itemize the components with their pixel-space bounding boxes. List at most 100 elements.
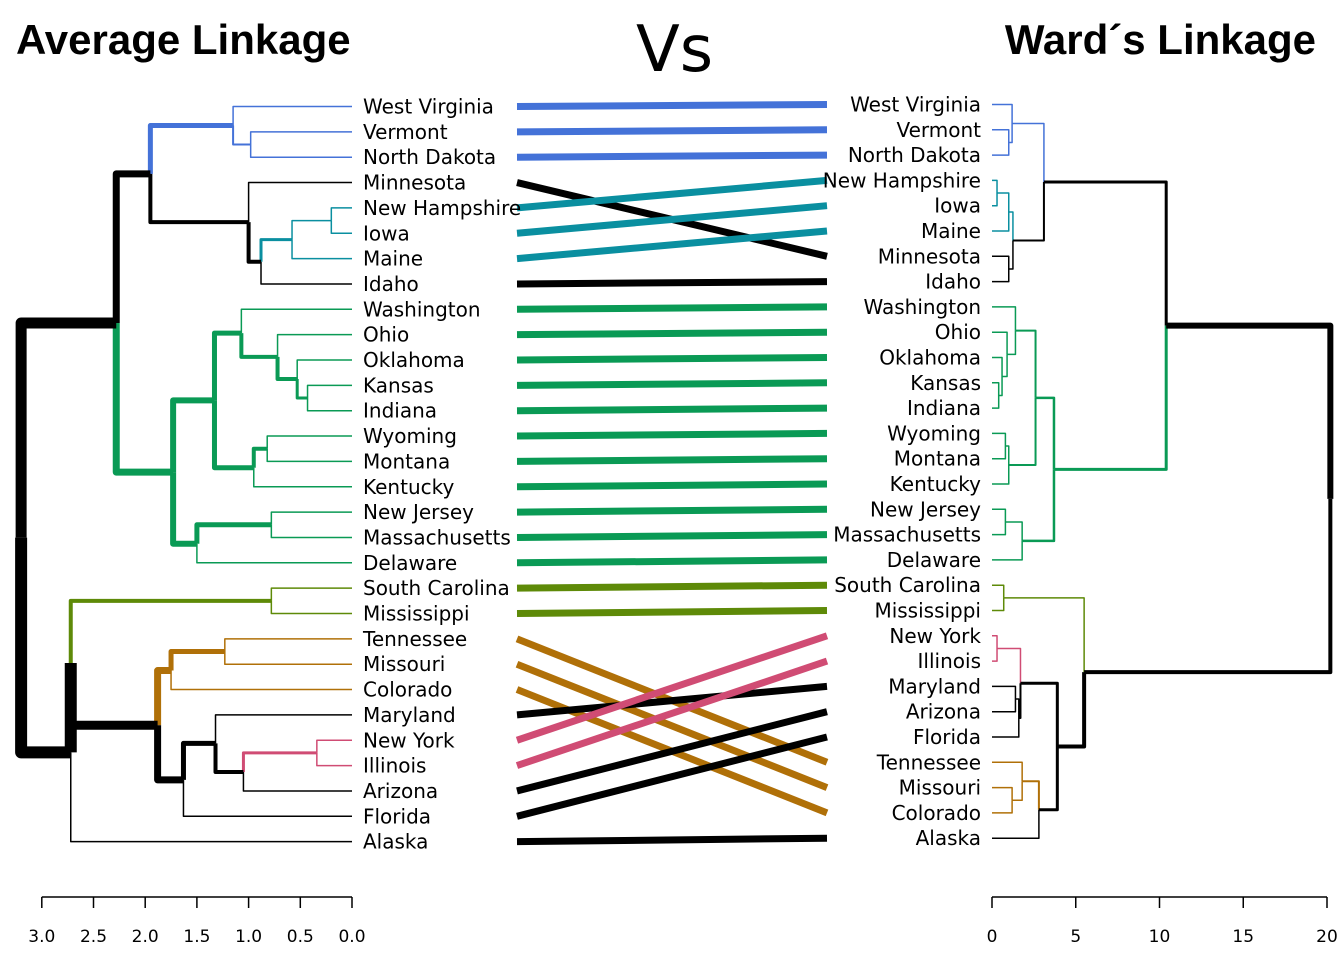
right-tree-branch-2 (992, 103, 1013, 124)
right-dendrogram (992, 103, 1334, 839)
connector-25 (515, 632, 829, 744)
connector-24 (516, 682, 828, 719)
connector-7 (516, 278, 828, 288)
right-tree-branch-47 (992, 800, 1013, 814)
right-tree-branch-33 (1022, 469, 1056, 543)
left-label-27: Arizona (363, 779, 438, 803)
right-tree-branch-6 (997, 192, 1010, 213)
center-title: Vs (636, 13, 713, 87)
right-tree-branch-0 (992, 129, 1010, 143)
right-tree-branch-51 (992, 809, 1040, 839)
left-tree-branch-42 (316, 739, 352, 753)
right-label-16: New Jersey (870, 497, 981, 521)
left-tree-branch-33 (170, 472, 197, 547)
right-tree-branch-24 (1005, 445, 1010, 466)
left-tick-label-0: 3.0 (28, 927, 55, 947)
right-label-6: Minnesota (878, 244, 981, 268)
right-tree-branch-15 (992, 395, 1000, 409)
connector-17 (516, 531, 828, 541)
right-tree-branch-36 (992, 584, 1005, 598)
left-tree-branch-22 (266, 435, 352, 449)
right-tree-branch-32 (1035, 396, 1056, 470)
right-label-12: Indiana (907, 396, 981, 420)
left-tree-branch-9 (260, 261, 352, 285)
connector-20 (516, 607, 828, 617)
left-tree-branch-1 (249, 144, 352, 158)
left-label-26: Illinois (363, 754, 426, 778)
right-label-25: Florida (913, 725, 981, 749)
right-label-23: Maryland (888, 674, 981, 698)
left-label-3: Minnesota (363, 171, 466, 195)
left-tree-branch-39 (224, 651, 352, 665)
right-tick-label-2: 10 (1149, 927, 1171, 947)
right-tree-branch-8 (992, 255, 1010, 269)
left-label-14: Montana (363, 449, 450, 473)
connector-0 (516, 101, 828, 110)
right-tree-branch-9 (992, 268, 1010, 283)
connector-26 (515, 657, 829, 769)
right-tree-branch-56 (1166, 322, 1334, 499)
left-axis: 3.0 2.5 2.0 1.5 1.0 0.5 0.0 (28, 896, 366, 947)
right-label-9: Ohio (935, 320, 981, 344)
right-tree-branch-43 (992, 718, 1020, 738)
right-tree-branch-54 (1003, 597, 1085, 673)
right-label-15: Kentucky (890, 472, 981, 496)
left-tree-branch-46 (214, 714, 352, 744)
left-tree-branch-40 (168, 649, 225, 671)
left-tree-branch-0 (249, 131, 352, 145)
connector-19 (516, 581, 828, 592)
left-label-5: Iowa (363, 221, 410, 245)
right-tree-branch-38 (992, 635, 998, 649)
left-tree-branch-52 (68, 598, 272, 664)
right-tree-branch-13 (1012, 181, 1045, 242)
left-label-10: Oklahoma (363, 348, 465, 372)
right-label-27: Missouri (899, 776, 981, 800)
left-tree-branch-12 (147, 123, 234, 174)
left-tree-branch-37 (270, 600, 352, 615)
connector-12 (516, 404, 828, 415)
connector-16 (516, 505, 828, 516)
right-tree-branch-7 (992, 212, 1010, 232)
left-tree-branch-16 (296, 359, 352, 380)
right-label-2: North Dakota (848, 143, 981, 167)
right-label-22: Illinois (918, 649, 981, 673)
right-tree-branch-37 (992, 597, 1005, 612)
left-tree-branch-27 (211, 400, 254, 471)
right-tree-branch-28 (992, 508, 1007, 522)
left-tree-branch-43 (316, 752, 352, 767)
left-tree-branch-41 (170, 670, 352, 691)
right-tree-branch-34 (1043, 180, 1168, 326)
left-label-1: Vermont (363, 120, 448, 144)
right-tick-label-1: 5 (1070, 927, 1081, 947)
left-tree-branch-10 (247, 181, 352, 223)
right-tree-branch-4 (992, 179, 998, 194)
right-label-11: Kansas (910, 371, 981, 395)
right-tree-branch-57 (1084, 498, 1333, 675)
right-tree-branch-23 (992, 446, 1007, 460)
right-label-3: New Hampshire (823, 168, 981, 192)
right-label-0: West Virginia (850, 93, 981, 117)
left-label-28: Florida (363, 804, 431, 828)
right-label-26: Tennessee (876, 750, 981, 774)
right-tree-branch-50 (1022, 780, 1040, 810)
left-tree-branch-17 (295, 379, 308, 400)
right-tick-label-4: 20 (1316, 927, 1338, 947)
left-label-2: North Dakota (363, 145, 496, 169)
right-tree-branch-41 (992, 699, 1017, 713)
left-tree-branch-11 (246, 222, 262, 264)
right-tree-branch-17 (998, 376, 1003, 397)
left-tree-branch-6 (291, 219, 332, 240)
left-label-12: Indiana (363, 399, 437, 423)
right-tree-branch-44 (997, 647, 1022, 684)
left-tree-branch-13 (148, 173, 249, 225)
right-label-13: Wyoming (887, 421, 981, 445)
left-tree-branch-55 (70, 752, 352, 843)
left-tree-branch-25 (253, 467, 352, 488)
left-label-22: Missouri (363, 652, 445, 676)
left-tree-branch-3 (232, 125, 251, 146)
left-label-9: Ohio (363, 323, 409, 347)
left-tree-branch-26 (211, 330, 242, 401)
left-tree-branch-28 (270, 511, 352, 525)
left-tree-branch-5 (330, 220, 352, 234)
right-label-7: Idaho (925, 270, 981, 294)
